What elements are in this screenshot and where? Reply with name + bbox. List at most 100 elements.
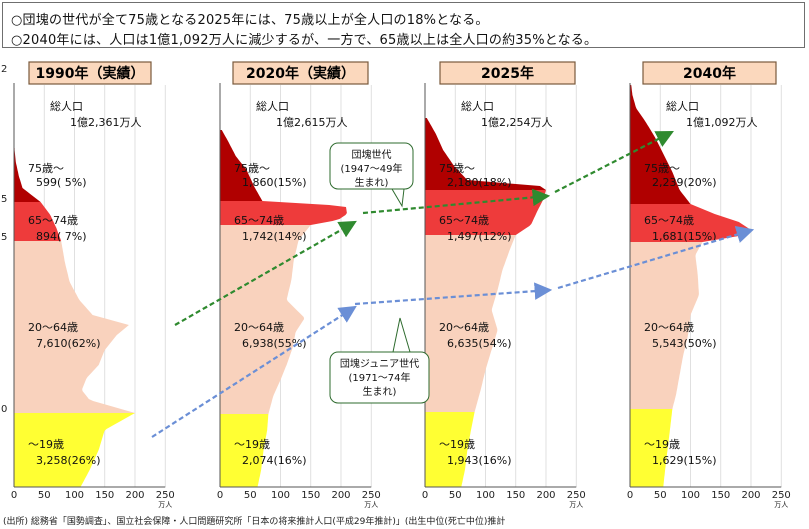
age-group-label: 20～64歳 — [644, 321, 694, 334]
age-group-label: 75歳～ — [644, 162, 680, 175]
x-tick-label: 150 — [301, 490, 320, 501]
total-value: 1億1,092万人 — [686, 116, 758, 129]
x-tick-label: 0 — [11, 490, 17, 501]
axis-unit-label: 万人 — [158, 501, 172, 509]
axis-unit-label: 万人 — [364, 501, 378, 509]
cohort-arrow-dankai-junior — [557, 225, 755, 290]
source-note: (出所) 総務省「国勢調査」、国立社会保障・人口問題研究所「日本の将来推計人口(… — [3, 517, 506, 527]
age-group-value: 3,258(26%) — [36, 454, 101, 467]
cohort-arrow-dankai-junior — [151, 305, 357, 438]
left-axis-mark: 2 — [1, 64, 7, 75]
age-group-label: 20～64歳 — [439, 321, 489, 334]
total-label: 総人口 — [461, 99, 494, 113]
x-tick-label: 250 — [567, 490, 586, 501]
summary-line-1: ○団塊の世代が全て75歳となる2025年には、75歳以上が全人口の18%となる。 — [11, 13, 489, 28]
dankai-junior-callout-tail — [392, 317, 411, 353]
x-tick-label: 100 — [476, 490, 495, 501]
x-tick-label: 0 — [627, 490, 633, 501]
left-axis-mark: 5 — [1, 232, 7, 243]
cohort-arrow-dankai — [362, 188, 551, 215]
age-group-value: 1,860(15%) — [242, 176, 307, 189]
dankai-callout-text: 団塊世代 — [352, 148, 392, 161]
age-group-label: 20～64歳 — [234, 321, 284, 334]
band-age20-64 — [630, 242, 703, 409]
age-group-label: 75歳～ — [28, 162, 64, 175]
left-axis-mark: 0 — [1, 404, 7, 415]
x-tick-label: 250 — [156, 490, 175, 501]
cohort-arrow-dankai — [554, 130, 674, 193]
age-group-value: 1,629(15%) — [652, 454, 717, 467]
x-tick-label: 200 — [536, 490, 555, 501]
x-tick-label: 50 — [244, 490, 257, 501]
age-group-value: 1,497(12%) — [447, 230, 512, 243]
band-age20-64 — [425, 235, 516, 412]
panel-title-box — [439, 61, 576, 85]
x-tick-label: 150 — [506, 490, 525, 501]
left-axis-mark: 5 — [1, 194, 7, 205]
x-tick-label: 250 — [362, 490, 381, 501]
dankai-junior-callout-text: (1971～74年 — [348, 371, 410, 384]
age-group-label: 65～74歳 — [439, 214, 489, 227]
cohort-arrow-dankai-junior — [354, 282, 553, 306]
age-group-label: 65～74歳 — [644, 214, 694, 227]
dankai-junior-callout-text: 生まれ) — [363, 385, 397, 398]
band-age75plus — [14, 148, 41, 202]
band-age0-19 — [630, 409, 673, 487]
age-group-label: 65～74歳 — [28, 214, 78, 227]
band-age0-19 — [425, 412, 475, 487]
x-tick-label: 0 — [217, 490, 223, 501]
age-group-label: 75歳～ — [234, 162, 270, 175]
dankai-junior-callout-text: 団塊ジュニア世代 — [340, 357, 419, 370]
band-age65-74 — [630, 204, 751, 242]
panel-title: 2020年（実績） — [246, 65, 355, 82]
x-tick-label: 0 — [422, 490, 428, 501]
age-group-value: 2,239(20%) — [652, 176, 717, 189]
band-age20-64 — [14, 241, 135, 413]
panel-title-box — [28, 61, 152, 85]
age-group-label: ～19歳 — [439, 438, 475, 451]
total-value: 1億2,254万人 — [481, 116, 553, 129]
age-group-label: ～19歳 — [234, 438, 270, 451]
dankai-callout-text: 生まれ) — [355, 176, 389, 189]
age-group-value: 2,180(18%) — [447, 176, 512, 189]
axis-unit-label: 万人 — [774, 501, 788, 509]
total-label: 総人口 — [256, 99, 289, 113]
x-tick-label: 150 — [711, 490, 730, 501]
x-tick-label: 100 — [65, 490, 84, 501]
age-group-value: 1,943(16%) — [447, 454, 512, 467]
age-group-value: 1,742(14%) — [242, 230, 307, 243]
age-group-value: 5,543(50%) — [652, 337, 717, 350]
band-age75plus — [425, 118, 546, 190]
cohort-arrow-dankai — [174, 220, 357, 326]
age-group-value: 6,635(54%) — [447, 337, 512, 350]
age-group-value: 599( 5%) — [36, 176, 87, 189]
panel-title: 2040年 — [683, 65, 736, 82]
x-tick-label: 200 — [331, 490, 350, 501]
x-tick-label: 150 — [95, 490, 114, 501]
panel-title-box — [232, 61, 369, 85]
age-group-value: 6,938(55%) — [242, 337, 307, 350]
total-value: 1億2,615万人 — [276, 116, 348, 129]
age-group-label: ～19歳 — [644, 438, 680, 451]
age-group-value: 2,074(16%) — [242, 454, 307, 467]
x-tick-label: 50 — [654, 490, 667, 501]
age-group-label: 20～64歳 — [28, 321, 78, 334]
age-group-label: 65～74歳 — [234, 214, 284, 227]
age-group-label: 75歳～ — [439, 162, 475, 175]
x-tick-label: 100 — [271, 490, 290, 501]
dankai-callout-bubble — [329, 142, 414, 190]
x-tick-label: 200 — [125, 490, 144, 501]
dankai-junior-callout-bubble — [329, 351, 430, 404]
x-tick-label: 50 — [449, 490, 462, 501]
dankai-callout-tail — [391, 188, 405, 208]
band-age65-74 — [220, 201, 347, 225]
total-label: 総人口 — [666, 99, 699, 113]
panel-title-box — [642, 61, 777, 85]
